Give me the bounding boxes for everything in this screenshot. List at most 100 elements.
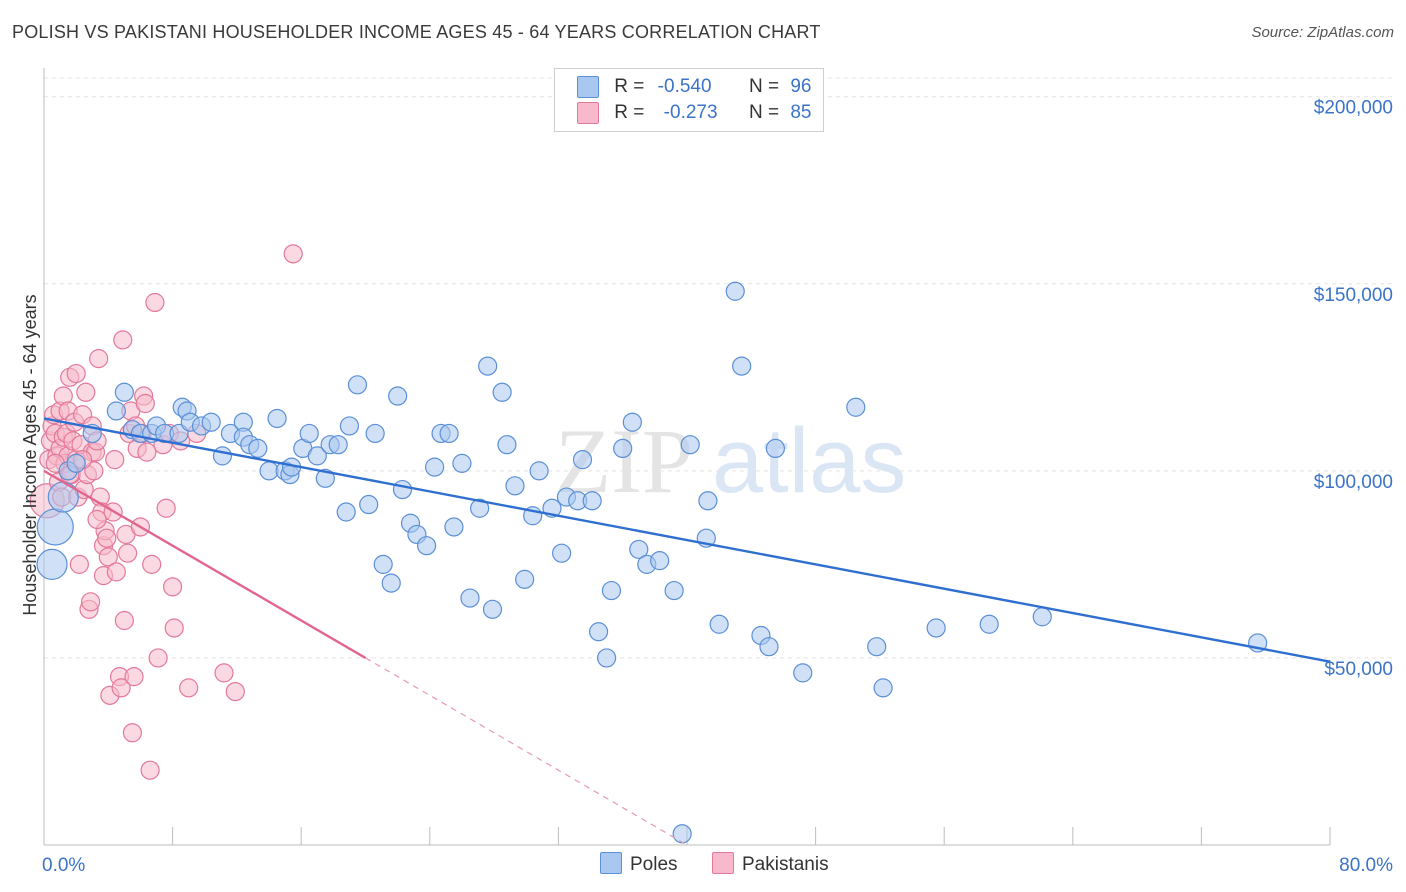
- y-tick-label: $200,000: [1314, 98, 1393, 119]
- pakistanis-point: [105, 450, 125, 470]
- pakistanis-point: [135, 393, 155, 414]
- poles-point: [347, 375, 368, 395]
- y-axis-label: Householder Income Ages 45 - 64 years: [20, 294, 40, 615]
- poles-point: [846, 397, 866, 417]
- chart-source: Source: ZipAtlas.com: [1251, 24, 1394, 41]
- pakistanis-r-label: R =: [614, 102, 645, 124]
- pakistanis-point: [164, 618, 184, 638]
- poles-point: [793, 663, 813, 683]
- poles-point: [497, 435, 517, 455]
- y-tick-label: $100,000: [1314, 472, 1393, 493]
- pakistanis-point: [142, 554, 162, 574]
- pakistanis-point: [283, 244, 303, 264]
- bottom-legend-poles: Poles: [600, 852, 678, 876]
- bottom-pakistanis-swatch: [712, 852, 734, 874]
- poles-trend-line: [43, 417, 1331, 663]
- poles-point: [425, 457, 445, 477]
- poles-point: [492, 382, 512, 402]
- pakistanis-point: [113, 330, 133, 350]
- poles-point: [336, 502, 356, 522]
- poles-point: [36, 508, 74, 546]
- poles-point: [299, 423, 319, 444]
- poles-n-value: 96: [790, 76, 812, 98]
- poles-point: [452, 453, 472, 473]
- poles-r-label: R =: [614, 76, 645, 98]
- poles-point: [36, 548, 68, 580]
- poles-point: [212, 446, 233, 466]
- poles-point: [664, 580, 684, 601]
- pakistanis-point: [76, 382, 96, 402]
- pakistanis-point: [117, 543, 138, 563]
- pakistanis-points: [29, 244, 303, 780]
- poles-point: [328, 435, 348, 455]
- pakistanis-point: [66, 363, 86, 384]
- poles-point: [267, 408, 287, 429]
- poles-point: [460, 588, 480, 608]
- poles-point: [339, 416, 360, 436]
- poles-point: [478, 356, 498, 376]
- pakistanis-point: [156, 498, 176, 518]
- pakistanis-point: [145, 292, 165, 313]
- poles-point: [680, 435, 700, 455]
- poles-point: [248, 438, 268, 459]
- poles-point: [439, 423, 459, 444]
- chart-title: POLISH VS PAKISTANI HOUSEHOLDER INCOME A…: [12, 22, 821, 42]
- pakistanis-point: [214, 663, 234, 683]
- poles-n-label: N =: [748, 76, 780, 98]
- poles-swatch: [577, 76, 599, 98]
- legend-row-poles: R = -0.540 N = 96: [577, 76, 811, 100]
- correlation-legend: R = -0.540 N = 96 R = -0.273 N = 85: [554, 68, 824, 132]
- poles-point: [552, 543, 572, 563]
- pakistanis-trend-line: [43, 469, 367, 659]
- poles-point: [381, 573, 401, 593]
- poles-point: [470, 498, 490, 518]
- bottom-pakistanis-label: Pakistanis: [742, 854, 829, 875]
- y-tick-labels: $50,000 $100,000 $150,000 $200,000: [1314, 98, 1393, 680]
- pakistanis-point: [140, 760, 160, 780]
- legend-row-pakistanis: R = -0.273 N = 85: [577, 102, 811, 126]
- poles-point: [373, 554, 393, 574]
- poles-point: [650, 551, 670, 571]
- poles-point: [588, 622, 609, 642]
- poles-point: [873, 678, 893, 698]
- pakistanis-point: [89, 349, 109, 369]
- trend-lines: [43, 417, 1331, 846]
- poles-point: [106, 401, 126, 421]
- poles-point: [759, 637, 779, 657]
- watermark-atlas: atlas: [712, 410, 906, 512]
- poles-point: [315, 468, 335, 488]
- poles-point: [725, 281, 745, 301]
- poles-points: [36, 281, 1268, 844]
- poles-point: [698, 491, 718, 511]
- pakistanis-point: [87, 509, 107, 530]
- poles-point: [47, 481, 79, 513]
- poles-point: [732, 356, 752, 376]
- poles-point: [365, 423, 385, 444]
- poles-point: [392, 479, 413, 500]
- pakistanis-point: [69, 554, 89, 574]
- poles-point: [765, 438, 786, 459]
- poles-point: [515, 569, 535, 589]
- pakistanis-point: [122, 723, 143, 743]
- poles-point: [572, 450, 593, 470]
- x-tick-labels: 0.0% 80.0%: [42, 855, 1393, 876]
- poles-point: [359, 494, 379, 515]
- poles-point: [597, 648, 617, 668]
- y-tick-label: $50,000: [1324, 659, 1393, 680]
- poles-point: [629, 539, 649, 560]
- pakistanis-swatch: [577, 102, 599, 124]
- pakistanis-n-label: N =: [748, 102, 780, 124]
- poles-point: [482, 599, 503, 619]
- pakistanis-point: [98, 547, 118, 567]
- poles-point: [582, 491, 602, 511]
- x-tick-label: 80.0%: [1339, 855, 1393, 876]
- poles-point: [201, 412, 221, 432]
- poles-point: [307, 446, 327, 466]
- poles-point: [926, 618, 946, 638]
- pakistanis-n-value: 85: [790, 102, 812, 124]
- pakistanis-point: [114, 610, 134, 631]
- poles-point: [114, 382, 134, 402]
- poles-point: [672, 824, 692, 844]
- poles-point: [388, 386, 408, 406]
